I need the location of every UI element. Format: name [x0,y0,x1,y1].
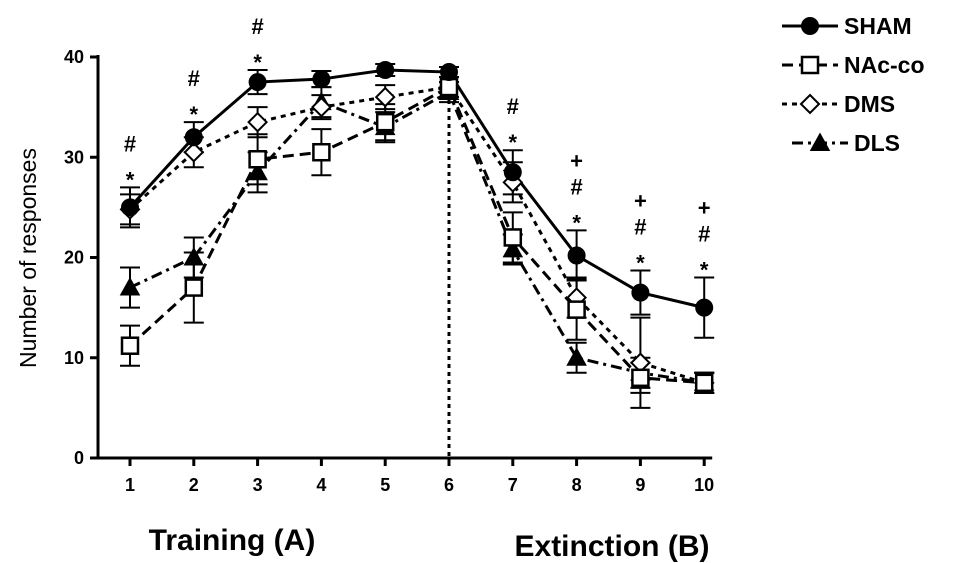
data-point-sham [567,246,586,265]
significance-mark: # [124,131,136,156]
data-point-nac-co [567,300,586,319]
significance-mark: + [698,196,711,221]
data-point-sham [695,298,714,317]
series-line-sham [128,68,705,310]
data-point-dls [183,246,205,266]
y-tick-label: 10 [64,348,84,368]
legend: SHAM NAc-co DMS DLS [782,13,925,156]
data-point-dls [502,238,524,258]
data-point-sham [121,198,139,217]
legend-marker-dms [799,93,821,115]
x-tick-label: 1 [125,475,135,495]
y-tick-label: 40 [64,47,84,67]
significance-mark: * [190,102,199,127]
legend-marker-sham [801,17,819,35]
significance-mark: # [188,66,200,91]
significance-mark: # [698,222,710,247]
legend-label-nac-co: NAc-co [844,52,925,78]
x-tick-label: 9 [635,475,645,495]
data-point-sham [631,283,650,302]
data-point-dls [247,161,268,181]
legend-label-dls: DLS [854,130,900,156]
x-tick-label: 2 [189,475,199,495]
data-point-nac-co [312,142,331,162]
data-point-sham [376,61,395,80]
significance-mark: + [634,189,647,214]
y-tick-label: 20 [64,248,84,268]
significance-mark: * [572,210,581,235]
x-tick-label: 10 [694,475,714,495]
data-point-sham [184,128,203,147]
data-point-sham [440,63,458,82]
y-tick-label: 0 [74,448,84,468]
phase-label-extinction: Extinction (B) [515,530,710,563]
legend-label-dms: DMS [844,91,895,117]
significance-mark: * [509,130,518,155]
significance-mark: # [507,94,519,119]
data-point-dms [247,111,269,133]
data-point-dms [374,86,396,108]
significance-mark: # [251,14,263,39]
y-tick-label: 30 [64,147,84,167]
x-tick-label: 4 [316,475,326,495]
x-tick-label: 7 [508,475,518,495]
data-point-nac-co [439,77,459,97]
x-tick-label: 8 [572,475,582,495]
legend-marker-nac-co [800,55,820,75]
data-point-nac-co [503,228,523,247]
significance-mark: * [126,167,135,192]
series-line-nac-co [128,84,705,385]
data-point-nac-co [694,373,714,393]
x-tick-label: 6 [444,475,454,495]
significance-mark: * [636,251,645,276]
legend-marker-dls [809,132,831,151]
y-axis-label: Number of responses [15,148,41,368]
data-point-sham [503,163,522,182]
data-point-nac-co [248,150,267,169]
axes: 0 10 20 30 40 1 2 3 4 5 6 7 8 9 10 [64,47,714,495]
data-point-sham [248,73,267,92]
significance-mark: * [253,50,262,75]
significance-mark: + [570,148,583,173]
data-point-dls [566,347,587,366]
x-tick-label: 5 [380,475,390,495]
legend-label-sham: SHAM [844,13,912,39]
data-markers [119,61,715,394]
significance-annotations: #*#*#*#*+#*+#*+#* [124,14,711,283]
series-line-dls [129,89,705,385]
series-lines [128,68,705,385]
data-point-nac-co [184,278,204,297]
significance-mark: * [700,258,709,283]
significance-mark: # [570,174,582,199]
data-point-nac-co [120,336,140,355]
data-point-nac-co [375,112,395,132]
x-tick-label: 3 [253,475,263,495]
data-point-dls [119,277,141,296]
data-point-dms [310,96,332,118]
phase-label-training: Training (A) [149,524,316,557]
data-point-dms [183,141,205,163]
series-line-dms [128,85,705,385]
significance-mark: # [634,215,646,240]
data-point-sham [312,70,331,89]
data-point-nac-co [631,368,650,388]
